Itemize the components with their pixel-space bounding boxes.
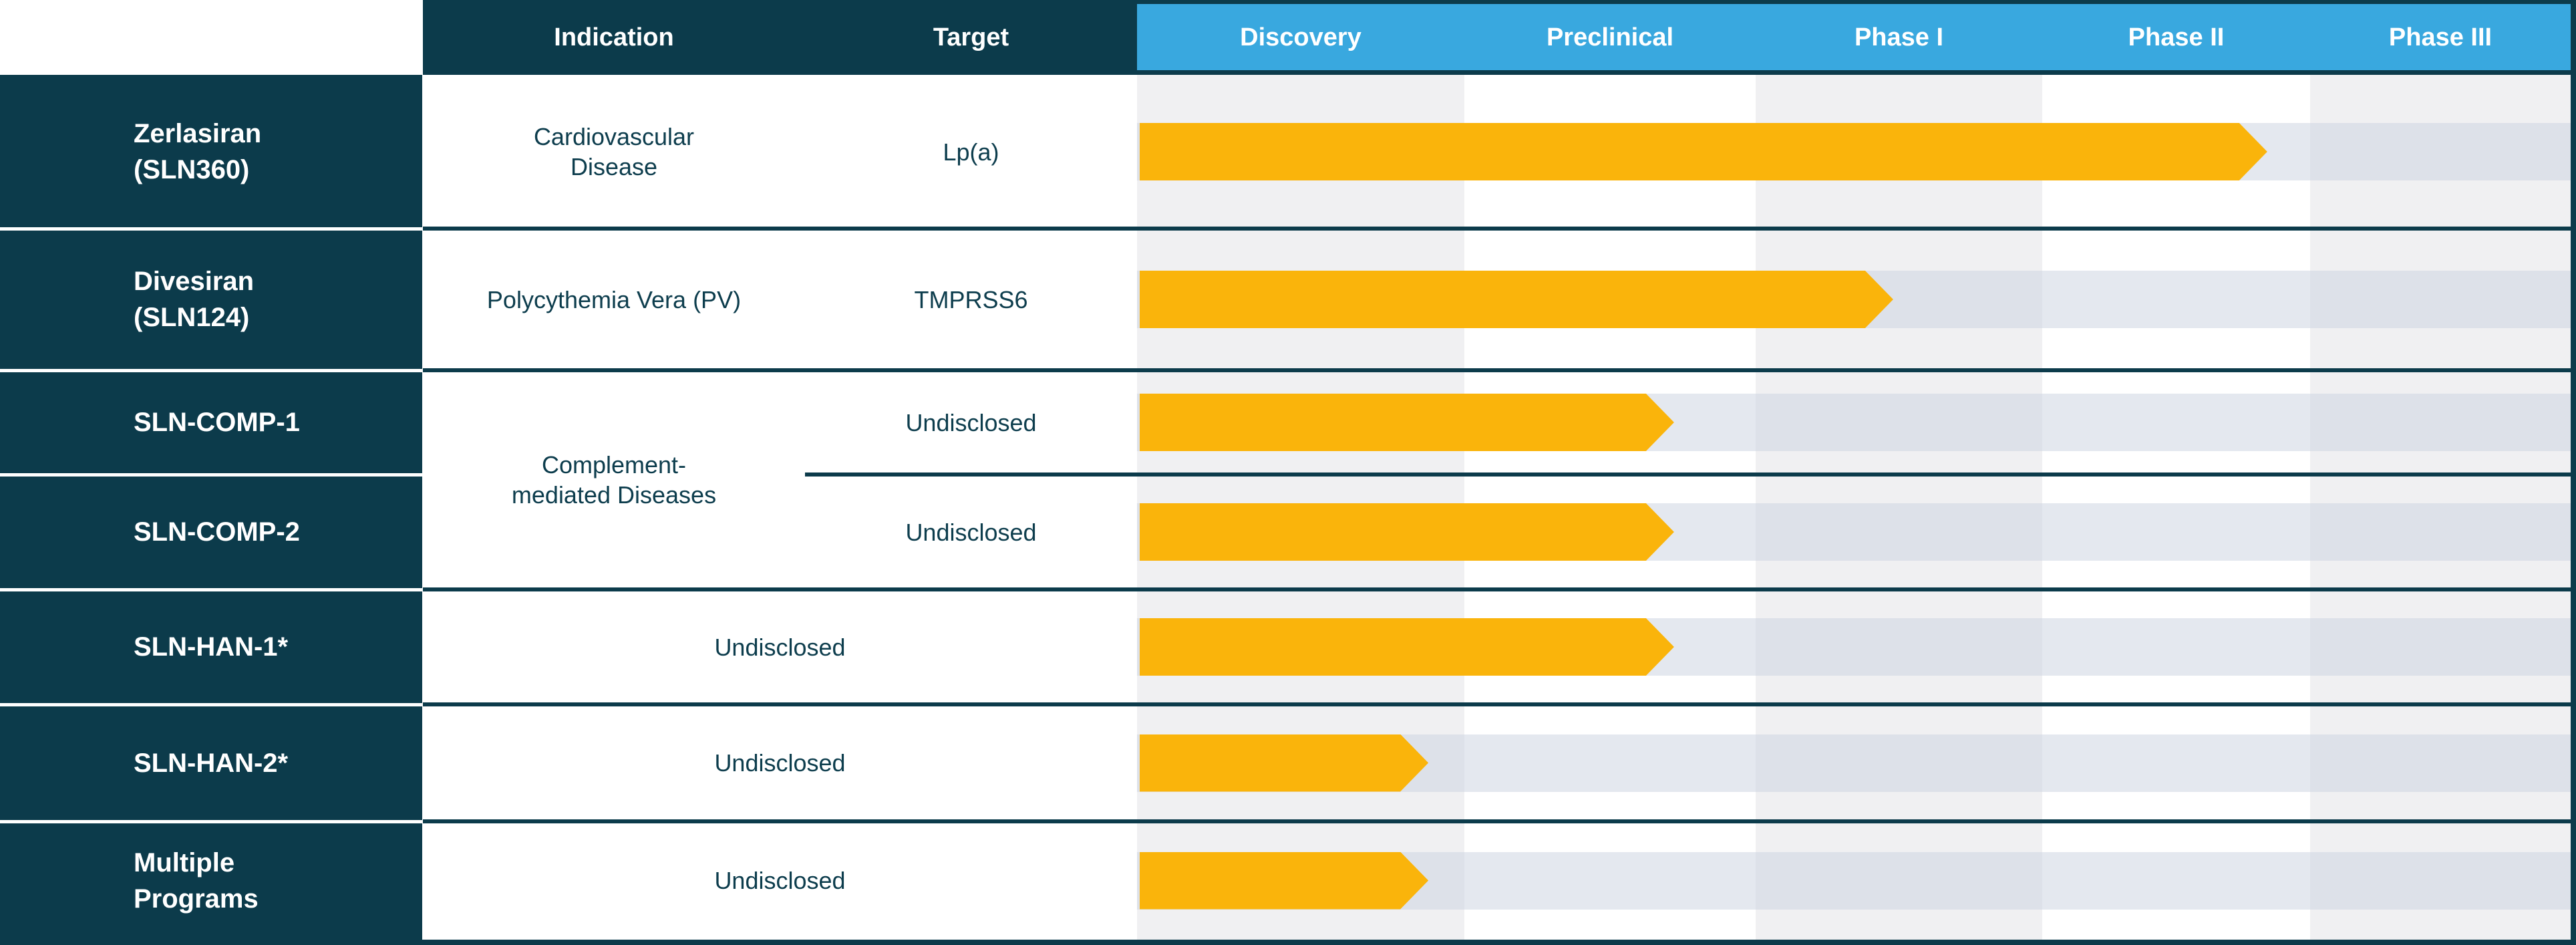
column-header-target: Target bbox=[933, 23, 1009, 51]
right-border bbox=[2571, 0, 2576, 945]
phase-header-phase-iii: Phase III bbox=[2388, 23, 2492, 51]
text-line: Zerlasiran bbox=[134, 119, 262, 148]
program-row-separator bbox=[0, 227, 422, 231]
indication-target-merged-cell: Undisclosed bbox=[714, 749, 846, 777]
row-separator bbox=[423, 368, 2576, 372]
pipeline-bar bbox=[1140, 852, 1428, 910]
phase-header-preclinical: Preclinical bbox=[1546, 23, 1674, 51]
text-line: Disease bbox=[570, 153, 658, 180]
text-line: Cardiovascular bbox=[533, 123, 695, 150]
column-header-indication: Indication bbox=[554, 23, 674, 51]
program-row-separator bbox=[0, 473, 422, 477]
indication-cell: Cardiovascular Disease bbox=[423, 75, 805, 229]
program-name: Zerlasiran (SLN360) bbox=[0, 75, 422, 229]
program-name: SLN-COMP-2 bbox=[0, 475, 422, 589]
program-row-separator bbox=[0, 369, 422, 372]
program-column-background bbox=[0, 75, 422, 945]
program-name: Divesiran (SLN124) bbox=[0, 229, 422, 370]
phase-header-phase-ii: Phase II bbox=[2128, 23, 2225, 51]
text-line: Complement- bbox=[541, 451, 687, 479]
text-line: SLN-HAN-1* bbox=[134, 632, 289, 662]
program-name: SLN-HAN-2* bbox=[0, 704, 422, 821]
program-name: SLN-HAN-1* bbox=[0, 589, 422, 704]
indication-target-merged-cell: Undisclosed bbox=[714, 867, 846, 894]
text-line: (SLN124) bbox=[134, 303, 250, 332]
text-line: Programs bbox=[134, 884, 259, 914]
pipeline-bar bbox=[1140, 503, 1674, 561]
target-cell: TMPRSS6 bbox=[914, 285, 1028, 313]
text-line: mediated Diseases bbox=[511, 481, 717, 509]
row-separator bbox=[423, 587, 2576, 591]
target-cell: Undisclosed bbox=[905, 408, 1037, 436]
text-line: Multiple bbox=[134, 847, 235, 878]
program-row-separator bbox=[0, 703, 422, 706]
indication-target-merged-cell: Undisclosed bbox=[714, 633, 846, 661]
pipeline-bar bbox=[1140, 394, 1674, 451]
pipeline-bar bbox=[1140, 271, 1893, 328]
row-separator bbox=[805, 472, 2576, 477]
row-separator bbox=[423, 702, 2576, 706]
target-cell: Lp(a) bbox=[943, 138, 999, 166]
phase-header-discovery: Discovery bbox=[1240, 23, 1361, 51]
indication-cell-shared: Complement-mediated Diseases bbox=[423, 370, 805, 589]
program-row-separator bbox=[0, 820, 422, 823]
text-line: (SLN360) bbox=[134, 155, 250, 184]
program-name: SLN-COMP-1 bbox=[0, 370, 422, 475]
pipeline-bar bbox=[1140, 123, 2267, 180]
target-cell: Undisclosed bbox=[905, 518, 1037, 546]
indication-cell: Polycythemia Vera (PV) bbox=[423, 229, 805, 370]
text-line: Divesiran bbox=[134, 267, 255, 296]
phase-header-background bbox=[1137, 4, 2571, 70]
text-line: SLN-COMP-1 bbox=[134, 408, 300, 437]
text-line: SLN-HAN-2* bbox=[134, 748, 289, 778]
row-separator bbox=[423, 819, 2576, 823]
program-name: Multiple Programs bbox=[0, 821, 422, 940]
text-line: Polycythemia Vera (PV) bbox=[486, 285, 742, 313]
pipeline-bar bbox=[1140, 734, 1428, 792]
text-line: SLN-COMP-2 bbox=[134, 517, 300, 547]
pipeline-bar bbox=[1140, 618, 1674, 676]
program-row-separator bbox=[0, 588, 422, 591]
phase-header-phase-i: Phase I bbox=[1854, 23, 1944, 51]
bottom-border bbox=[0, 940, 2576, 945]
row-separator bbox=[423, 227, 2576, 231]
